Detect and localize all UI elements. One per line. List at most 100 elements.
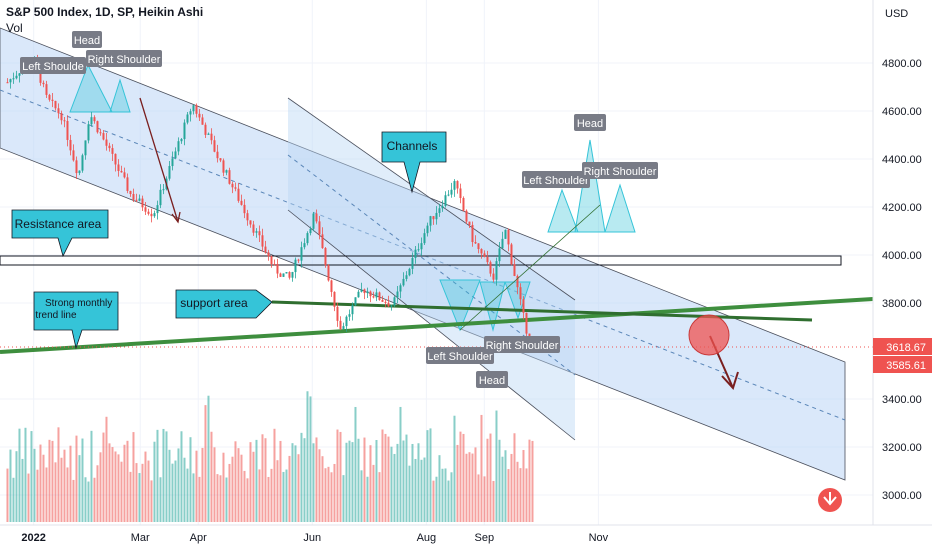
volume-bar [129,471,132,522]
candle-body [189,111,192,115]
volume-bar [234,441,237,522]
callout-trend[interactable]: Strong monthly trend line [33,291,119,350]
volume-bar [516,461,519,522]
candle-body [366,291,369,294]
pattern-label-text: Right Shoulder [584,166,657,178]
volume-bar [387,436,390,522]
candle-body [279,273,282,277]
candle-body [342,326,345,330]
volume-bar [159,477,162,522]
volume-bar [447,480,450,522]
candle-body [459,188,462,199]
volume-bar [204,405,207,522]
volume-bar [168,449,171,522]
volume-bar [525,468,528,522]
volume-bar [489,433,492,522]
volume-bar [408,465,411,522]
candle-body [384,301,387,303]
price-badge-prev-text: 3585.61 [886,360,926,372]
volume-bar [111,447,114,522]
volume-bar [249,442,252,522]
candle-body [204,124,207,135]
candle-body [51,99,54,101]
volume-bar [528,439,531,522]
time-axis[interactable] [0,525,932,550]
symbol-title[interactable]: S&P 500 Index, 1D, SP, Heikin Ashi [6,5,204,19]
volume-bar [336,429,339,522]
volume-bar [90,430,93,522]
y-tick-label: 4600.00 [882,106,922,118]
scroll-down-button[interactable] [818,488,842,512]
volume-bar [102,432,105,522]
volume-bar [522,450,525,522]
volume-bars [6,391,534,522]
volume-bar [291,443,294,522]
candle-body [129,190,132,195]
target-circle[interactable] [688,314,730,356]
candle-body [489,262,492,274]
candle-body [138,198,141,201]
volume-bar [9,449,12,522]
volume-bar [309,396,312,522]
volume-bar [303,438,306,522]
callout-support[interactable]: support area [175,289,273,319]
candle-body [195,105,198,114]
volume-bar [6,468,9,522]
candle-body [66,120,69,140]
callout-trend-text: Strong monthly trend line [35,298,115,321]
volume-bar [300,432,303,522]
candle-body [312,213,315,229]
volume-bar [429,428,432,522]
candle-body [258,231,261,236]
volume-bar [81,438,84,522]
volume-bar [261,434,264,522]
channel-second-top [287,97,576,301]
volume-bar [237,448,240,522]
candle-body [6,82,9,84]
y-tick-label: 3400.00 [882,394,922,406]
candle-body [228,170,231,184]
volume-bar [246,478,249,522]
candle-body [477,243,480,250]
price-axis[interactable] [873,0,932,525]
candle-body [249,220,252,225]
volume-bar [381,429,384,522]
volume-bar [324,468,327,522]
pattern-label-text: Left Shoulder [523,175,589,187]
resistance-box[interactable] [0,255,842,266]
volume-bar [504,450,507,522]
volume-bar [174,460,177,522]
candle-body [117,164,120,171]
callout-resistance-text: Resistance area [15,217,102,231]
volume-bar [12,477,15,522]
candle-body [282,273,285,277]
volume-bar [210,431,213,522]
y-tick-label: 4800.00 [882,58,922,70]
callout-resistance[interactable]: Resistance area [11,209,109,258]
candle-body [222,160,225,173]
trend-line[interactable] [0,297,874,354]
candle-body [345,316,348,327]
callout-channels[interactable]: Channels [381,131,447,194]
x-tick-label: Apr [190,532,207,544]
volume-bar [384,433,387,522]
support-line[interactable] [271,300,813,322]
volume-bar [147,460,150,522]
volume-bar [183,457,186,522]
volume-bar [459,431,462,522]
y-axis-ticks: 4800.00 4600.00 4400.00 4200.00 4000.00 3800.… [882,58,922,502]
candle-body [102,133,105,140]
candle-body [330,280,333,292]
volume-bar [54,462,57,522]
volume-bar [57,427,60,522]
volume-bar [66,467,69,522]
candle-body [156,205,159,214]
candle-body [381,299,384,302]
volume-bar [411,443,414,522]
volume-bar [144,451,147,522]
volume-bar [282,471,285,522]
candle-body [246,213,249,221]
price-badge-last: 3618.67 [873,338,932,355]
candle-body [492,273,495,280]
